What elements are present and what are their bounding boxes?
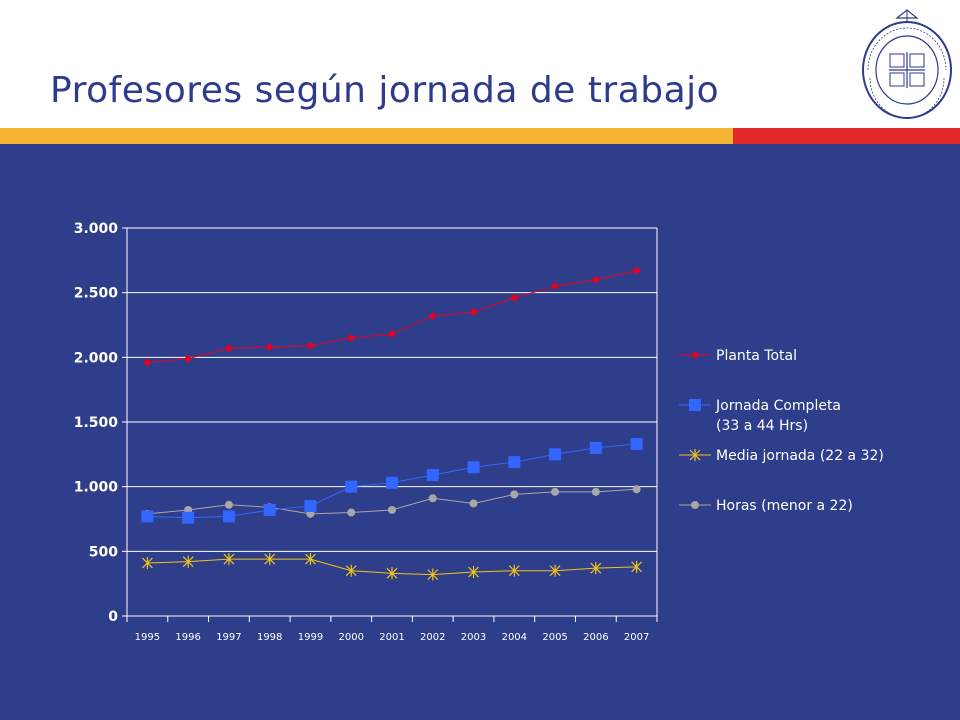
data-point — [304, 500, 317, 513]
data-point — [549, 448, 562, 461]
x-tick-label: 1998 — [257, 632, 282, 643]
data-point — [591, 487, 600, 496]
data-point — [141, 510, 154, 523]
y-tick-label: 500 — [89, 544, 118, 560]
data-point — [388, 505, 396, 514]
data-point — [632, 485, 641, 494]
x-tick-label: 2007 — [624, 632, 649, 643]
accent-stripe-yellow — [0, 128, 733, 144]
data-point — [427, 568, 439, 581]
data-point — [345, 564, 357, 577]
data-point — [468, 566, 479, 579]
data-point — [508, 564, 520, 577]
chart-panel: 0 500 1.000 1.500 2.000 2.500 3.000 1995 1996 199… — [0, 144, 960, 720]
x-tick-label: 2001 — [379, 632, 404, 643]
data-point — [428, 311, 437, 320]
data-point — [263, 503, 276, 516]
line-chart: 0 500 1.000 1.500 2.000 2.500 3.000 1995 1996 199… — [74, 221, 884, 643]
data-point — [428, 494, 437, 503]
data-point — [508, 456, 521, 469]
university-seal-icon — [862, 9, 952, 119]
x-tick-label: 2003 — [461, 632, 486, 643]
x-tick-label: 2000 — [339, 632, 364, 643]
data-point — [630, 437, 643, 450]
x-tick-label: 1996 — [175, 632, 200, 643]
data-point — [347, 333, 356, 342]
data-point — [347, 508, 356, 517]
data-point — [264, 553, 276, 566]
data-point — [632, 266, 641, 275]
legend-label: Planta Total — [716, 348, 797, 364]
data-point — [388, 330, 396, 339]
data-point — [222, 510, 235, 523]
data-point — [426, 469, 439, 482]
data-point — [265, 342, 274, 351]
data-point — [631, 560, 643, 573]
data-point — [224, 344, 233, 353]
legend-marker — [689, 449, 701, 461]
x-tick-label: 2006 — [583, 632, 608, 643]
legend-label: Media jornada (22 a 32) — [716, 448, 884, 464]
data-point — [182, 511, 195, 524]
data-point — [510, 490, 519, 499]
data-point — [306, 341, 315, 350]
y-tick-label: 2.000 — [74, 350, 119, 366]
legend-marker — [689, 399, 701, 411]
y-tick-label: 0 — [108, 609, 118, 625]
legend-marker — [691, 351, 699, 359]
accent-stripe-red — [733, 128, 960, 144]
data-point — [141, 556, 153, 569]
y-tick-label: 2.500 — [74, 286, 119, 302]
data-point — [345, 480, 358, 493]
data-point — [305, 553, 316, 566]
x-tick-label: 1997 — [216, 632, 241, 643]
data-point — [469, 499, 478, 508]
y-tick-label: 3.000 — [74, 221, 119, 237]
x-tick-label: 2002 — [420, 632, 445, 643]
series-line — [147, 270, 637, 364]
data-point — [184, 354, 193, 363]
data-point — [589, 441, 602, 454]
y-tick-label: 1.500 — [74, 415, 119, 431]
data-point — [467, 461, 480, 474]
data-point — [551, 282, 560, 291]
legend-label: Jornada Completa — [715, 398, 841, 414]
legend-label: (33 a 44 Hrs) — [716, 418, 808, 434]
x-tick-label: 1999 — [298, 632, 323, 643]
data-point — [549, 564, 561, 577]
y-tick-label: 1.000 — [74, 480, 119, 496]
x-tick-label: 2005 — [542, 632, 567, 643]
data-point — [591, 275, 600, 284]
page-title: Profesores según jornada de trabajo — [50, 70, 720, 111]
data-point — [224, 500, 233, 509]
data-point — [551, 487, 560, 496]
data-point — [386, 567, 398, 580]
data-point — [223, 553, 235, 566]
data-point — [469, 308, 478, 317]
legend-marker — [691, 501, 699, 509]
data-point — [590, 562, 602, 575]
x-tick-label: 1995 — [135, 632, 160, 643]
x-tick-label: 2004 — [502, 632, 527, 643]
data-point — [182, 555, 194, 568]
data-point — [510, 293, 519, 302]
slide-header: Profesores según jornada de trabajo — [0, 0, 960, 128]
legend-label: Horas (menor a 22) — [716, 498, 853, 514]
data-point — [143, 358, 152, 367]
data-point — [386, 476, 398, 489]
